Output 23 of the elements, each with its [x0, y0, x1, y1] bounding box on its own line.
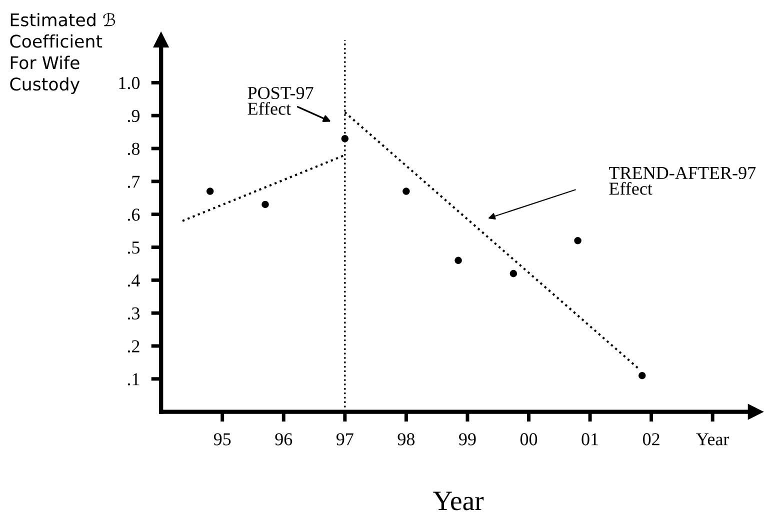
x-tick-label: 02	[642, 433, 660, 446]
y-tick-label: .6	[128, 208, 140, 221]
x-axis-title: Year	[433, 492, 484, 510]
annotation: TREND-AFTER-97 Effect	[609, 166, 756, 195]
x-tick-label: 96	[275, 433, 292, 446]
annotation: POST-97 Effect	[248, 86, 314, 115]
y-tick-label: .9	[128, 110, 140, 122]
x-tick-label: 00	[520, 433, 538, 446]
y-axis-title: Estimated ℬ Coefficient For Wife Custody	[10, 12, 116, 94]
y-tick-label: 1.0	[119, 76, 140, 90]
y-tick-label: .1	[128, 373, 140, 386]
x-tick-label: 98	[398, 433, 415, 446]
x-tick-label: Year	[696, 433, 730, 446]
y-tick-label: .7	[128, 176, 140, 188]
x-tick-label: 97	[336, 433, 354, 446]
x-tick-label: 95	[214, 433, 231, 446]
y-tick-label: .8	[128, 142, 140, 156]
x-tick-label: 99	[459, 433, 476, 446]
y-tick-label: .2	[128, 340, 140, 353]
y-tick-label: .4	[128, 274, 140, 287]
y-tick-label: .3	[128, 307, 140, 320]
y-tick-label: .5	[128, 242, 140, 254]
x-tick-label: 01	[582, 433, 598, 446]
